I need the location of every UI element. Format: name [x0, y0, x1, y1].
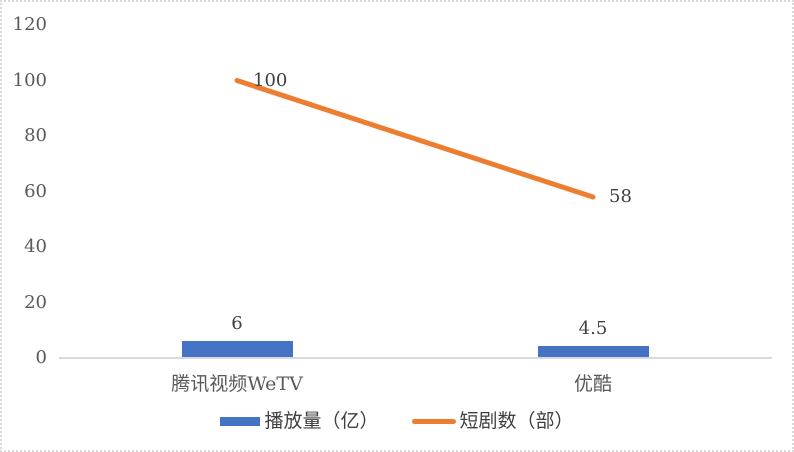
y-axis-tick-label: 100 [12, 69, 47, 91]
line-data-label: 100 [253, 69, 288, 91]
legend-label-line-series: 短剧数（部） [459, 410, 574, 432]
bar-data-label: 4.5 [578, 317, 608, 339]
y-axis-tick-label: 80 [24, 125, 47, 146]
bar-优酷 [537, 345, 649, 357]
trend-line [234, 78, 596, 200]
legend-item-bar-series: 播放量（亿） [220, 410, 379, 433]
y-axis-tick-label: 120 [12, 14, 47, 35]
category-label-腾讯视频WeTV: 腾讯视频WeTV [171, 373, 303, 395]
y-axis-tick-label: 20 [24, 291, 47, 313]
category-label-优酷: 优酷 [573, 373, 612, 395]
bar-腾讯视频WeTV [181, 341, 293, 357]
bar-data-label: 6 [231, 313, 243, 335]
line-series-swatch-icon [411, 418, 456, 424]
x-axis-line [59, 357, 772, 359]
bar-series-swatch-icon [220, 416, 261, 426]
line-data-label: 58 [609, 186, 632, 208]
legend: 播放量（亿） 短剧数（部） [2, 410, 792, 433]
legend-item-line-series: 短剧数（部） [411, 410, 574, 433]
legend-label-bar-series: 播放量（亿） [264, 410, 379, 432]
y-axis-tick-label: 60 [24, 180, 47, 202]
y-axis-tick-label: 0 [35, 347, 47, 368]
y-axis-tick-label: 40 [24, 236, 47, 257]
